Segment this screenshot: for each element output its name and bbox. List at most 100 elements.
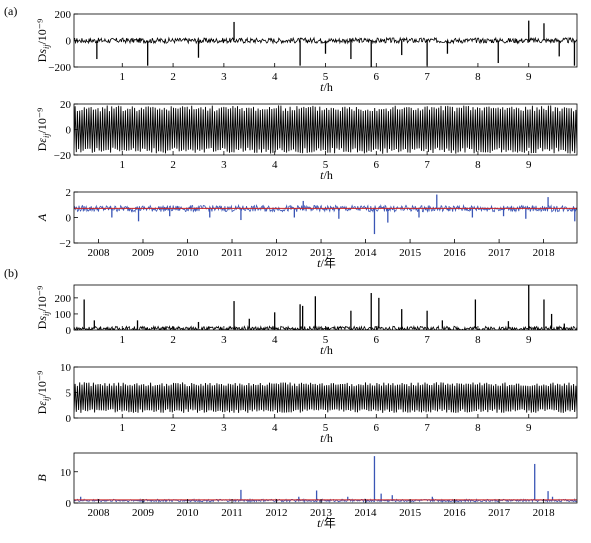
- x-tick-label: 2010: [177, 247, 200, 259]
- y-tick-label: 5: [66, 388, 72, 400]
- x-tick-label: 4: [272, 159, 278, 171]
- x-tick-label: 3: [221, 334, 227, 346]
- x-tick-label: 4: [272, 334, 278, 346]
- x-tick-label: 5: [323, 159, 329, 171]
- x-tick-label: 2011: [221, 247, 243, 259]
- chart-panel-a2: 20 0 −20 1 2 3 4 5 6 7 8 9 t/h Dεij/10⁻⁹: [35, 99, 578, 182]
- x-tick-label: 1: [120, 334, 126, 346]
- y-axis-label: A: [35, 213, 49, 222]
- x-tick-label: 2018: [533, 247, 556, 259]
- x-axis-label: t/h: [320, 168, 333, 182]
- x-tick-label: 9: [526, 422, 532, 434]
- x-tick-label: 8: [475, 159, 481, 171]
- x-tick-label: 2015: [399, 507, 422, 519]
- x-tick-label: 7: [424, 71, 430, 83]
- x-tick-label: 2011: [221, 507, 243, 519]
- x-tick-label: 4: [272, 422, 278, 434]
- x-tick-label: 2015: [399, 247, 422, 259]
- x-tick-label: 2012: [266, 247, 288, 259]
- x-tick-label: 7: [424, 159, 430, 171]
- x-tick-label: 2: [170, 159, 176, 171]
- y-tick-label: 20: [60, 99, 72, 111]
- y-tick-label: 2: [66, 187, 72, 199]
- y-tick-label: −200: [48, 62, 71, 74]
- x-tick-label: 2: [170, 71, 176, 83]
- x-tick-label: 2: [170, 422, 176, 434]
- y-tick-label: −2: [59, 238, 71, 250]
- x-tick-label: 2009: [132, 247, 155, 259]
- x-tick-label: 6: [374, 159, 380, 171]
- x-tick-label: 6: [374, 71, 380, 83]
- y-axis-label: Dsij/10⁻⁹: [35, 286, 51, 330]
- x-tick-label: 9: [526, 71, 532, 83]
- x-tick-label: 2017: [488, 247, 511, 259]
- x-tick-label: 2013: [310, 247, 333, 259]
- axes-frame: [73, 191, 578, 244]
- axes-frame: [73, 452, 578, 504]
- x-tick-label: 9: [526, 334, 532, 346]
- y-tick-label: 0: [66, 36, 72, 48]
- y-tick-label: 0: [66, 498, 72, 510]
- y-tick-label: 100: [55, 309, 72, 321]
- x-tick-label: 7: [424, 422, 430, 434]
- x-tick-label: 8: [475, 334, 481, 346]
- y-axis-label: Dεij/10⁻⁹: [35, 108, 51, 152]
- x-tick-label: 9: [526, 159, 532, 171]
- x-tick-label: 2014: [355, 507, 378, 519]
- x-tick-label: 6: [374, 422, 380, 434]
- y-tick-label: 0: [66, 413, 72, 425]
- x-tick-label: 7: [424, 334, 430, 346]
- y-axis-label: Dεij/10⁻⁹: [35, 371, 51, 415]
- y-axis-label: B: [35, 474, 49, 482]
- x-tick-label: 2016: [444, 247, 467, 259]
- x-axis-label: t/h: [320, 80, 333, 94]
- series-line: [74, 382, 577, 413]
- y-tick-label: 0: [66, 325, 72, 337]
- x-tick-label: 5: [323, 422, 329, 434]
- part-b-label: (b): [4, 266, 18, 280]
- x-axis-label: t/年: [317, 256, 336, 270]
- x-axis-label: t/h: [320, 431, 333, 445]
- part-a-label: (a): [4, 4, 18, 18]
- chart-panel-b2: 10 5 0 1 2 3 4 5 6 7 8 9 t/h Dεij/10⁻⁹: [35, 362, 578, 445]
- x-tick-label: 1: [120, 71, 126, 83]
- y-tick-label: 0: [66, 125, 72, 137]
- y-tick-label: 10: [60, 467, 72, 479]
- x-tick-label: 2018: [533, 507, 556, 519]
- axes-frame: [73, 284, 578, 331]
- x-tick-label: 2008: [87, 507, 110, 519]
- x-axis-label: t/年: [317, 516, 336, 530]
- x-tick-label: 1: [120, 159, 126, 171]
- x-axis-label: t/h: [320, 343, 333, 357]
- chart-panel-b1: 200 100 0 1 2 3 4 5 6 7 8 9 t/h Dsij/10⁻⁹: [35, 284, 578, 357]
- x-tick-label: 2008: [87, 247, 110, 259]
- y-tick-label: 10: [60, 362, 72, 374]
- y-tick-label: −20: [54, 150, 72, 162]
- series-line: [74, 105, 577, 154]
- x-tick-label: 8: [475, 71, 481, 83]
- chart-panel-a1: 200 0 −200 1 2 3 4 5 6 7 8 9 t/h Dsij/10⁻⁹: [35, 9, 578, 94]
- x-tick-label: 5: [323, 71, 329, 83]
- x-tick-label: 3: [221, 159, 227, 171]
- x-tick-label: 2009: [132, 507, 155, 519]
- y-tick-label: 200: [55, 293, 72, 305]
- x-tick-label: 6: [374, 334, 380, 346]
- y-tick-label: 200: [55, 9, 72, 21]
- x-tick-label: 2017: [488, 507, 511, 519]
- x-tick-label: 2012: [266, 507, 288, 519]
- x-tick-label: 8: [475, 422, 481, 434]
- y-tick-label: 0: [66, 213, 72, 225]
- x-tick-label: 2: [170, 334, 176, 346]
- chart-panel-b3: 10 0 2008 2009 2010 2011 2012 2013 2014 2015 2016 2…: [35, 452, 578, 530]
- x-tick-label: 1: [120, 422, 126, 434]
- x-tick-label: 4: [272, 71, 278, 83]
- x-tick-label: 2016: [444, 507, 467, 519]
- y-axis-label: Dsij/10⁻⁹: [35, 19, 51, 63]
- x-tick-label: 3: [221, 422, 227, 434]
- x-tick-label: 3: [221, 71, 227, 83]
- x-tick-label: 2014: [355, 247, 378, 259]
- chart-panel-a3: 2 0 −2 2008 2009 2010 2011 2012 2013 2014 2015 2016…: [35, 187, 578, 270]
- x-tick-label: 5: [323, 334, 329, 346]
